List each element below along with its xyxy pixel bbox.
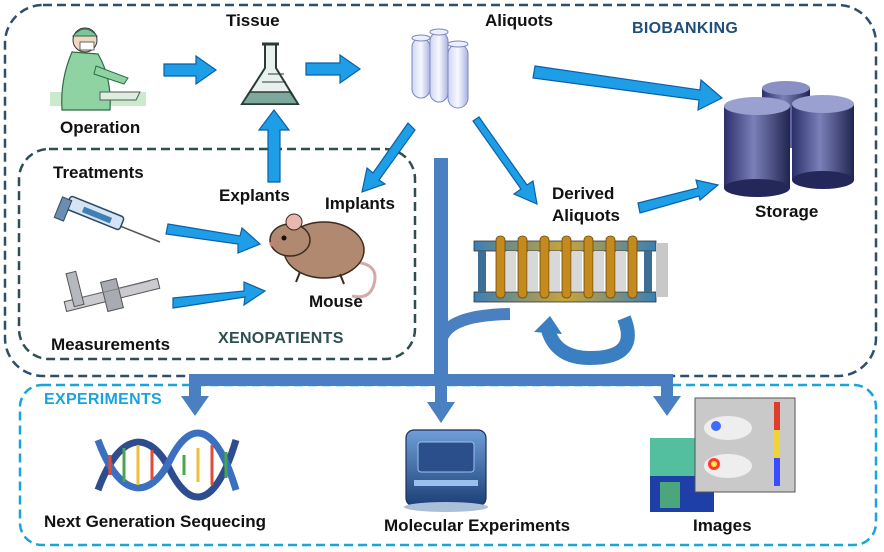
pipe-arrowhead-molecular <box>427 402 455 423</box>
operation-label: Operation <box>60 118 141 137</box>
aliquots-label: Aliquots <box>485 11 553 30</box>
storage-label: Storage <box>755 202 819 221</box>
imaging-collage-icon <box>650 397 796 512</box>
treatments-label: Treatments <box>53 163 144 182</box>
flow-arrows <box>163 53 724 309</box>
biobanking-title: BIOBANKING <box>632 20 739 37</box>
pipe-arrowhead-ngs <box>181 396 209 416</box>
xenopatients-title: XENOPATIENTS <box>218 330 344 347</box>
test-tubes-icon <box>411 28 469 109</box>
derived-aliquots-label-line2: Aliquots <box>552 206 620 225</box>
arrow-explants-tissue <box>257 109 291 183</box>
measurements-label: Measurements <box>51 335 171 354</box>
arrow-aliquots-storage <box>532 65 724 112</box>
explants-label: Explants <box>219 186 290 205</box>
pipe-arrowhead-images <box>653 396 681 416</box>
arrow-aliquots-implants <box>361 122 416 193</box>
tube-rack-icon <box>473 235 668 303</box>
molecular-experiments-label: Molecular Experiments <box>384 516 571 535</box>
experiments-title: EXPERIMENTS <box>44 391 162 408</box>
mouse-icon <box>269 213 377 299</box>
caliper-icon <box>63 270 161 313</box>
dna-helix-icon <box>94 429 240 501</box>
xenopatients-group <box>17 147 417 361</box>
flask-icon <box>240 42 300 105</box>
biobanking-group <box>3 3 878 378</box>
implants-label: Implants <box>325 194 395 213</box>
derived-loop-arrow <box>534 315 635 366</box>
sequencer-machine-icon <box>404 429 488 512</box>
arrow-operation-tissue <box>163 54 218 86</box>
surgeon-icon <box>50 27 146 111</box>
arrow-aliquots-derived <box>472 116 538 205</box>
ngs-label: Next Generation Sequecing <box>44 512 266 531</box>
storage-cylinders-icon <box>724 81 854 197</box>
images-label: Images <box>693 516 752 535</box>
distribution-pipes <box>181 158 681 423</box>
derived-aliquots-label-line1: Derived <box>552 184 615 203</box>
mouse-label: Mouse <box>309 292 363 311</box>
arrow-derived-storage <box>637 179 720 214</box>
arrow-tissue-aliquots <box>305 53 362 85</box>
arrow-treatments-mouse <box>165 223 262 254</box>
syringe-icon <box>53 195 161 243</box>
arrow-measurements-mouse <box>172 281 267 309</box>
tissue-label: Tissue <box>226 11 280 30</box>
